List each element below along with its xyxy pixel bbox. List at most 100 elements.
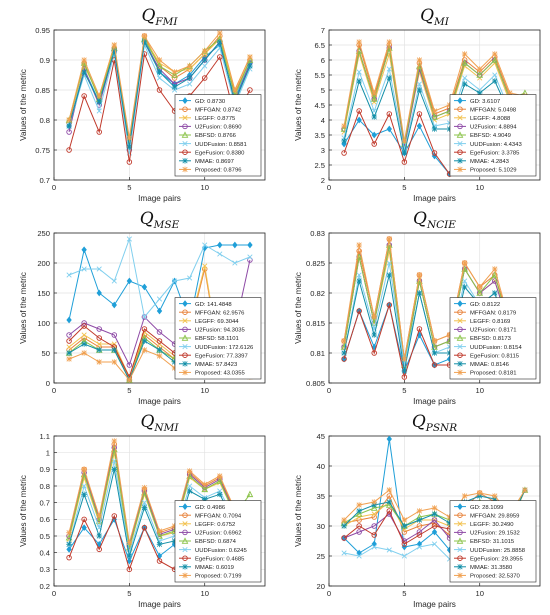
q-mi-legend-u2fusion-marker xyxy=(457,123,463,130)
q-ncie-series-mmae-point xyxy=(446,350,453,356)
q-fmi-series-proposed-point xyxy=(156,57,163,63)
q-mse-series-mmae-point xyxy=(81,341,87,347)
q-psnr-legend-egefusion-label: EgeFusion: 29.3955 xyxy=(470,556,523,562)
q-mi-series-ebfsd-line xyxy=(343,47,526,145)
q-ncie-series-mmae-point xyxy=(461,284,468,290)
q-nmi-series-ebfsd-line xyxy=(68,449,251,548)
q-fmi-legend-gd-label: GD: 0.8730 xyxy=(195,99,226,105)
q-mi-legend-mffgan-marker xyxy=(457,106,463,112)
q-mi-series-mffgan-point xyxy=(461,57,468,63)
q-psnr-series-u2fusion-point xyxy=(416,529,423,535)
q-mse-series-proposed-point xyxy=(171,365,178,371)
q-nmi-series-egefusion-point xyxy=(141,524,148,531)
q-mi-series-egefusion-point xyxy=(356,108,362,114)
q-ncie-legend-legff-label: LEGFF: 0.8169 xyxy=(470,319,510,325)
q-ncie-legend-egefusion-marker xyxy=(457,352,463,358)
q-mse-series-mmae-point xyxy=(141,338,148,344)
q-psnr-series-uudfusion-point xyxy=(416,544,423,550)
q-mse-series-proposed-point xyxy=(126,377,133,383)
q-mse-series-legff-point xyxy=(81,332,87,338)
q-ncie-series-proposed-point xyxy=(341,338,347,344)
q-nmi-series-uudfusion-point xyxy=(187,483,193,489)
q-mse-series-uudfusion-point xyxy=(126,236,132,242)
q-mi-series-uudfusion-point xyxy=(462,75,468,81)
q-psnr-series-egefusion-point xyxy=(416,532,423,538)
q-mse-series-gd-point xyxy=(217,241,223,249)
q-psnr-series-proposed xyxy=(341,487,528,523)
q-nmi-xtick-label: 5 xyxy=(127,589,131,598)
q-nmi-legend-u2fusion-label: U2Fusion: 0.6962 xyxy=(195,531,242,537)
q-mse-series-uudfusion-point xyxy=(96,266,102,272)
q-fmi-series-proposed-point xyxy=(186,63,193,69)
q-ncie-series-mmae-point xyxy=(356,278,362,284)
q-nmi-series-gd-point xyxy=(126,557,133,565)
q-mse-legend-ebfsd-marker xyxy=(181,334,189,341)
q-mi-series-proposed-point xyxy=(371,90,378,96)
q-mi-ytick-label: 5 xyxy=(321,86,325,95)
chart-q-psnr: 20 25 30 35 40 45 0 5 10 Image pairs Values of the… xyxy=(275,406,550,610)
q-mse-series-uudfusion-point xyxy=(81,266,87,272)
q-psnr-series-egefusion-point xyxy=(386,508,393,514)
q-fmi-series-ebfsd-point xyxy=(156,62,163,69)
chart-q-ncie-svg: 0.805 0.81 0.815 0.82 0.825 0.83 0 5 10 Image pai… xyxy=(294,209,541,406)
q-nmi-legend-ebfsd-label: EBFSD: 0.6874 xyxy=(195,539,237,545)
q-nmi-series-mmae-point xyxy=(156,541,163,548)
q-nmi-series-proposed-point xyxy=(171,523,178,529)
q-psnr-legend-ebfsd-marker xyxy=(456,537,464,544)
q-nmi-series-ebfsd-point xyxy=(201,485,209,493)
q-fmi-series-proposed-point xyxy=(126,135,133,141)
q-mi-series-ebfsd-point xyxy=(476,71,484,78)
q-mse-series-gd-point xyxy=(111,301,117,309)
q-fmi-series-uudfusion-point xyxy=(96,108,102,114)
q-nmi-ytick-label: 0.6 xyxy=(39,515,50,524)
q-ncie-series-u2fusion-point xyxy=(492,278,498,284)
q-psnr-title: QPSNR xyxy=(412,412,457,434)
q-ncie-axes-frame xyxy=(328,232,541,384)
q-nmi-series-uudfusion-point xyxy=(81,483,87,489)
q-nmi-legend-ebfsd-marker xyxy=(181,537,189,544)
q-fmi-series-mmae-point xyxy=(171,84,178,90)
chart-q-mi-svg: 2 2.5 3 3.5 4 4.5 5 5.5 6 6.5 7 0 5 10 Image pairs Valu… xyxy=(294,6,541,203)
q-mse-series-u2fusion-point xyxy=(156,329,163,335)
q-nmi-legend-proposed-label: Proposed: 0.7199 xyxy=(195,574,242,580)
q-mse-series-egefusion-point xyxy=(66,338,72,344)
q-fmi-legend-u2fusion-marker xyxy=(182,123,188,130)
q-mi-series-mmae-point xyxy=(446,126,453,132)
q-nmi-series-gd-point xyxy=(81,524,87,532)
q-ncie-series-proposed-point xyxy=(416,272,423,278)
q-psnr-series-mmae-point xyxy=(446,520,453,526)
q-fmi-series-mmae-point xyxy=(201,57,208,63)
q-psnr-xtick-label: 5 xyxy=(402,589,406,598)
q-nmi-series-egefusion-point xyxy=(81,516,87,523)
q-psnr-series-proposed-point xyxy=(356,502,362,508)
q-mse-series-uudfusion-point xyxy=(232,260,238,266)
q-mi-series-egefusion-point xyxy=(371,141,377,147)
q-nmi-axes-frame xyxy=(53,435,266,587)
q-psnr-legend-uudfusion-marker xyxy=(457,546,463,553)
q-mse-series-proposed-point xyxy=(96,359,103,365)
q-ncie-legend-mffgan-marker xyxy=(457,309,463,315)
q-nmi-series-proposed-point xyxy=(81,466,87,473)
q-psnr-series-mffgan-point xyxy=(356,517,362,523)
q-mi-xtick-label: 0 xyxy=(327,183,331,192)
q-mi-series-proposed-point xyxy=(341,123,347,129)
q-psnr-series-mmae-point xyxy=(386,499,393,505)
q-ncie-series-proposed-point xyxy=(356,242,362,248)
q-mi-series-mmae-point xyxy=(431,126,438,132)
q-mse-ylabel: Values of the metric xyxy=(19,272,28,344)
q-mse-series-uudfusion-point xyxy=(111,278,117,284)
q-mse-title: QMSE xyxy=(140,209,180,231)
q-mi-series-ebfsd-point xyxy=(370,95,378,102)
q-mi-legend-proposed-marker xyxy=(457,166,463,173)
q-nmi-legend-u2fusion-marker xyxy=(182,529,188,536)
q-ncie-series-proposed-point xyxy=(371,314,378,320)
q-mse-legend-uudfusion-marker xyxy=(182,343,188,350)
q-fmi-series-egefusion-point xyxy=(81,93,87,99)
q-mse-series-gd-point xyxy=(126,277,133,285)
q-fmi-series-u2fusion-point xyxy=(66,129,72,135)
q-mi-xlabel: Image pairs xyxy=(413,194,456,203)
q-nmi-title-sub: NMI xyxy=(153,422,179,434)
q-mse-legend-gd-label: GD: 141.4848 xyxy=(195,302,232,308)
q-fmi-series-egefusion-point xyxy=(247,87,253,93)
q-psnr-series-proposed-point xyxy=(446,514,453,520)
